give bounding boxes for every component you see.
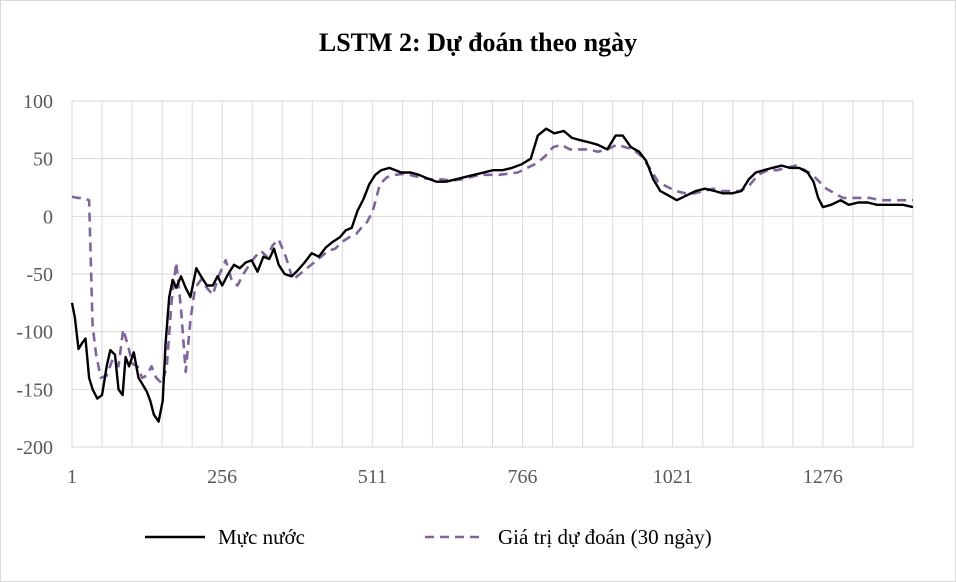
y-tick-label: 0 bbox=[43, 206, 53, 228]
x-tick-label: 1021 bbox=[653, 466, 693, 488]
y-tick-label: -50 bbox=[26, 264, 53, 286]
series-line-water-level bbox=[70, 127, 914, 423]
x-tick-label: 256 bbox=[207, 466, 237, 488]
x-tick-label: 1276 bbox=[803, 466, 843, 488]
legend-item-water-level-label: Mực nước bbox=[218, 525, 305, 549]
series-lines bbox=[70, 127, 914, 423]
chart-title: LSTM 2: Dự đoán theo ngày bbox=[319, 28, 637, 57]
legend: Mực nước Giá trị dự đoán (30 ngày) bbox=[145, 525, 712, 549]
y-axis-tick-labels: 100 50 0 -50 -100 -150 -200 bbox=[16, 91, 53, 459]
y-tick-label: -100 bbox=[16, 322, 53, 344]
y-tick-label: -200 bbox=[16, 437, 53, 459]
grid bbox=[71, 100, 914, 448]
y-tick-label: 100 bbox=[23, 91, 53, 113]
legend-item-prediction-label: Giá trị dự đoán (30 ngày) bbox=[498, 525, 712, 549]
x-axis-tick-labels: 1 256 511 766 1021 1276 bbox=[67, 466, 843, 488]
x-tick-label: 766 bbox=[508, 466, 538, 488]
x-tick-label: 1 bbox=[67, 466, 77, 488]
x-tick-label: 511 bbox=[358, 466, 387, 488]
y-tick-label: 50 bbox=[33, 149, 53, 171]
y-tick-label: -150 bbox=[16, 379, 53, 401]
